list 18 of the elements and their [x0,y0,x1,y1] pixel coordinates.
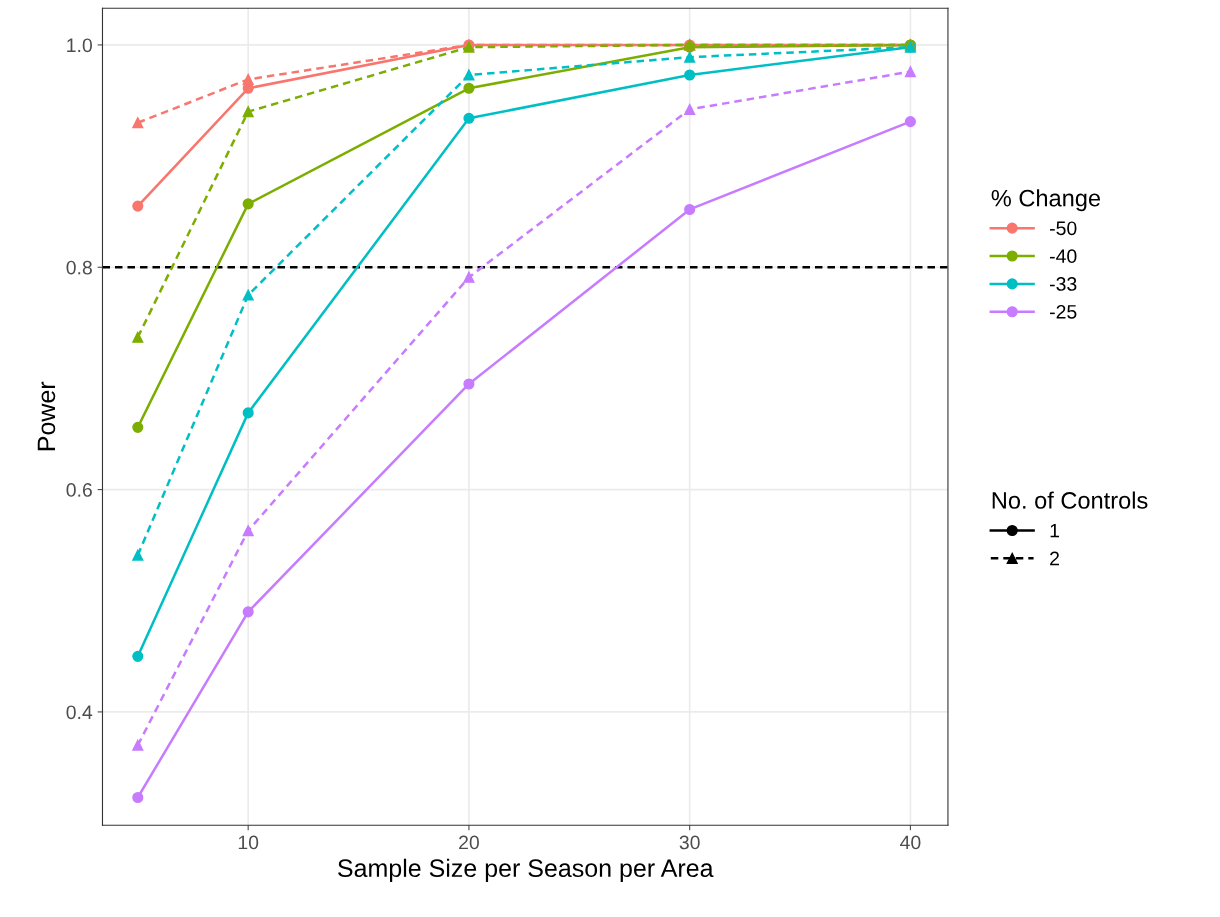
text: No. of Controls [992,491,1148,509]
x-tick-label: 40 [900,835,921,850]
y-tick-label: 0.8 [66,260,92,275]
y-axis-title: Power [37,381,56,451]
y-tick-label: 0.4 [66,705,93,720]
x-axis-title: Sample Size per Season per Area [338,858,714,883]
legend-label: 1 [1050,523,1059,538]
y-tick-label: 0.6 [66,483,92,497]
legend-label: 2 [1050,551,1059,566]
legend-label: -33 [1050,277,1077,291]
legend-label: -25 [1050,304,1077,319]
y-tick-label: 1.0 [67,38,92,53]
x-tick-label: 20 [459,835,479,850]
text: % Change [991,189,1101,212]
x-tick-label: 10 [238,835,259,850]
legend-label: -40 [1050,249,1077,264]
legend-label: -50 [1050,221,1077,236]
x-tick-label: 30 [679,835,700,850]
